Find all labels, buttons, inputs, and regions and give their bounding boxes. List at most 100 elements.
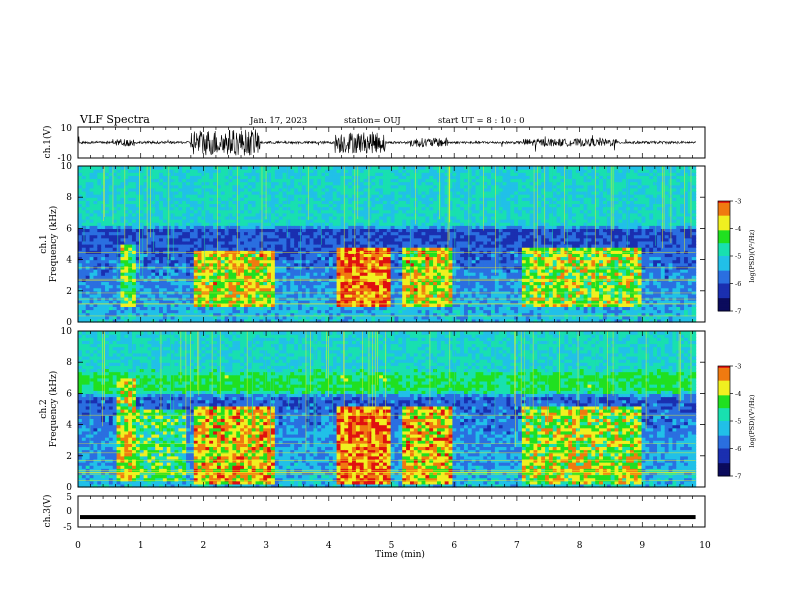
spectrogram-cell: [216, 318, 222, 323]
spectrogram-cell: [85, 209, 91, 214]
spectrogram-cell: [135, 284, 141, 289]
spectrogram-cell: [336, 290, 342, 295]
spectrogram-cell: [78, 184, 83, 189]
spectrogram-cell: [108, 231, 114, 236]
spectrogram-cell: [128, 300, 133, 304]
spectrogram-cell: [317, 212, 322, 217]
spectrogram-cell: [112, 190, 118, 195]
spectrogram-cell: [189, 256, 195, 261]
spectrogram-cell: [236, 256, 241, 261]
spectrogram-cell: [224, 237, 230, 242]
spectrogram-cell: [120, 231, 125, 236]
spectrogram-cell: [224, 219, 230, 223]
spectrogram-cell: [243, 200, 249, 205]
spectrogram-cell: [286, 309, 291, 314]
spectrogram-cell: [317, 281, 322, 286]
spectrogram-cell: [101, 259, 106, 264]
spectrogram-cell: [216, 181, 222, 186]
spectrogram-cell: [124, 175, 129, 180]
spectrogram-cell: [155, 244, 160, 248]
spectrogram-cell: [332, 306, 338, 311]
spectrogram-cell: [271, 206, 276, 211]
spectrogram-cell: [259, 309, 264, 314]
spectrogram-cell: [255, 175, 261, 180]
spectrogram-cell: [108, 206, 114, 211]
spectrogram-cell: [313, 181, 318, 186]
spectrogram-cell: [139, 281, 145, 286]
spectrogram-cell: [89, 318, 95, 323]
spectrogram-cell: [216, 206, 222, 211]
spectrogram-cell: [197, 240, 203, 245]
spectrogram-cell: [224, 247, 230, 251]
spectrogram-cell: [209, 175, 214, 180]
spectrogram-cell: [216, 225, 222, 229]
spectrogram-cell: [267, 206, 272, 211]
spectrogram-cell: [317, 234, 322, 239]
spectrogram-cell: [112, 268, 118, 273]
spectrogram-cell: [379, 166, 384, 170]
spectrogram-cell: [294, 300, 299, 304]
spectrogram-cell: [147, 181, 152, 186]
spectrogram-cell: [263, 190, 268, 195]
spectrogram-cell: [135, 293, 141, 298]
spectrogram-cell: [247, 287, 253, 292]
spectrogram-cell: [232, 303, 237, 307]
spectrogram-cell: [213, 219, 218, 223]
spectrogram-cell: [193, 222, 199, 226]
spectrogram-cell: [228, 256, 233, 261]
spectrogram-cell: [228, 172, 233, 176]
spectrogram-cell: [170, 306, 176, 311]
spectrogram-cell: [313, 228, 318, 233]
spectrogram-cell: [105, 203, 110, 208]
spectrogram-cell: [251, 306, 257, 311]
spectrogram-cell: [271, 222, 276, 226]
spectrogram-cell: [278, 184, 284, 189]
spectrogram-cell: [201, 219, 206, 223]
spectrogram-cell: [220, 284, 226, 289]
spectrogram-cell: [282, 303, 288, 307]
spectrogram-cell: [348, 166, 353, 170]
spectrogram-cell: [124, 256, 129, 261]
spectrogram-cell: [251, 222, 257, 226]
spectrogram-cell: [317, 181, 322, 186]
spectrogram-cell: [294, 293, 299, 298]
spectrogram-cell: [170, 272, 176, 276]
spectrogram-cell: [132, 209, 137, 214]
spectrogram-cell: [274, 293, 280, 298]
spectrogram-cell: [101, 272, 106, 276]
spectrogram-cell: [162, 222, 168, 226]
spectrogram-cell: [120, 225, 125, 229]
spectrogram-cell: [220, 293, 226, 298]
spectrogram-cell: [321, 200, 326, 205]
spectrogram-cell: [332, 303, 338, 307]
spectrogram-cell: [108, 178, 114, 183]
spectrogram-cell: [197, 228, 203, 233]
spectrogram-cell: [151, 306, 156, 311]
spectrogram-cell: [112, 194, 118, 198]
spectrogram-cell: [112, 284, 118, 289]
spectrogram-cell: [294, 281, 299, 286]
spectrogram-cell: [259, 190, 264, 195]
spectrogram-cell: [132, 231, 137, 236]
spectrogram-cell: [213, 184, 218, 189]
spectrogram-cell: [147, 190, 152, 195]
spectrogram-cell: [143, 256, 149, 261]
spectrogram-cell: [174, 197, 179, 201]
spectrogram-cell: [197, 244, 203, 248]
spectrogram-cell: [271, 166, 276, 170]
spectrogram-cell: [282, 175, 288, 180]
spectrogram-cell: [336, 247, 342, 251]
spectrogram-cell: [89, 303, 95, 307]
spectrogram-cell: [135, 247, 141, 251]
spectrogram-cell: [139, 228, 145, 233]
spectrogram-cell: [317, 253, 322, 258]
spectrogram-cell: [251, 184, 257, 189]
spectrogram-cell: [282, 287, 288, 292]
spectrogram-cell: [201, 253, 206, 258]
spectrogram-cell: [216, 312, 222, 317]
spectrogram-cell: [216, 200, 222, 205]
spectrogram-cell: [213, 303, 218, 307]
spectrogram-cell: [162, 209, 168, 214]
spectrogram-cell: [85, 281, 91, 286]
spectrogram-cell: [116, 166, 122, 170]
